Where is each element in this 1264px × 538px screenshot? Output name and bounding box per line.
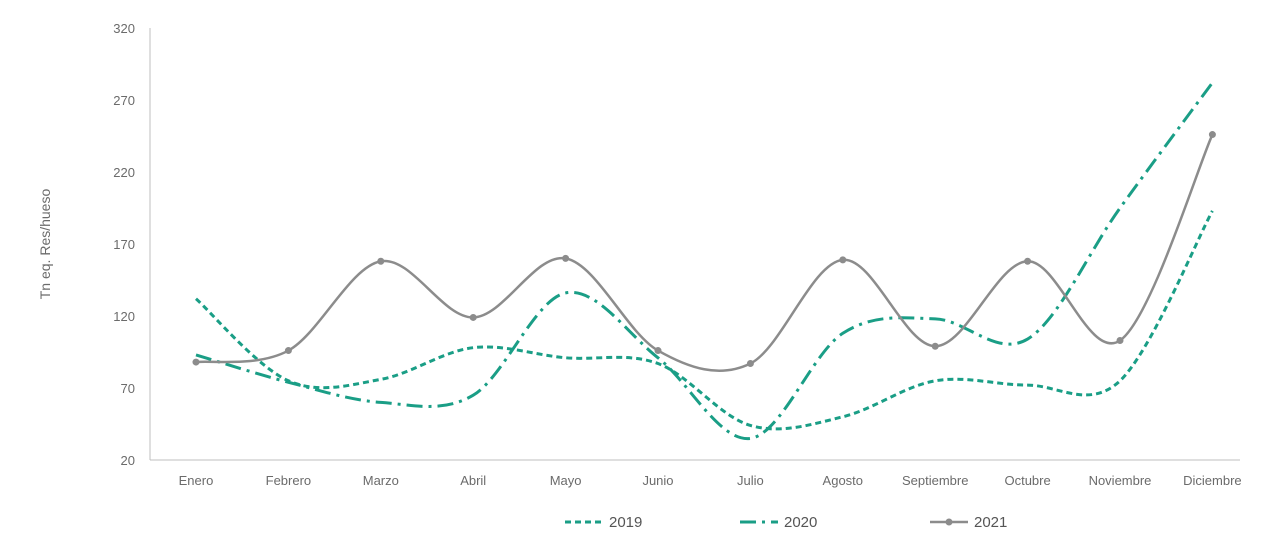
y-tick-label: 220 <box>113 165 135 180</box>
series-2021 <box>192 131 1216 372</box>
x-tick-label: Septiembre <box>902 473 968 488</box>
x-tick-label: Julio <box>737 473 764 488</box>
legend-item-2021: 2021 <box>930 514 1007 531</box>
y-tick-labels: 320 270 220 170 120 70 20 <box>113 21 135 468</box>
legend-item-2020: 2020 <box>740 514 817 531</box>
data-point <box>1208 131 1216 139</box>
y-tick-label: 270 <box>113 93 135 108</box>
y-tick-label: 70 <box>121 381 135 396</box>
data-point <box>654 347 662 355</box>
series-2020 <box>195 81 1214 440</box>
series-line-2020 <box>195 81 1214 440</box>
data-point <box>284 347 292 355</box>
legend-label: 2021 <box>974 514 1007 531</box>
y-tick-label: 170 <box>113 237 135 252</box>
data-point <box>931 342 939 350</box>
data-point <box>377 257 385 265</box>
legend-label: 2020 <box>784 514 817 531</box>
series-2019 <box>195 210 1214 431</box>
y-tick-label: 320 <box>113 21 135 36</box>
x-tick-label: Octubre <box>1004 473 1050 488</box>
y-tick-label: 20 <box>121 453 135 468</box>
data-point <box>1024 257 1032 265</box>
legend: 2019 2020 2021 <box>565 514 1007 531</box>
y-tick-label: 120 <box>113 309 135 324</box>
data-point <box>192 358 200 366</box>
series-line-2019 <box>195 210 1214 431</box>
x-tick-label: Marzo <box>363 473 399 488</box>
data-point <box>839 256 847 264</box>
x-tick-label: Febrero <box>266 473 312 488</box>
data-point <box>746 360 754 368</box>
legend-label: 2019 <box>609 514 642 531</box>
data-point <box>469 313 477 321</box>
x-tick-label: Noviembre <box>1089 473 1152 488</box>
y-axis: Tn eq. Res/hueso <box>37 28 151 460</box>
x-tick-label: Abril <box>460 473 486 488</box>
series-line-2021 <box>195 134 1214 372</box>
data-point <box>1116 336 1124 344</box>
x-tick-label: Diciembre <box>1183 473 1242 488</box>
series-group <box>192 81 1216 440</box>
x-tick-label: Mayo <box>550 473 582 488</box>
x-tick-label: Enero <box>179 473 214 488</box>
data-point <box>562 254 570 262</box>
x-tick-label: Agosto <box>823 473 863 488</box>
legend-marker <box>945 518 953 526</box>
legend-item-2019: 2019 <box>565 514 642 531</box>
x-tick-label: Junio <box>642 473 673 488</box>
y-axis-label: Tn eq. Res/hueso <box>37 189 53 300</box>
x-tick-labels: Enero Febrero Marzo Abril Mayo Junio Julio Agos… <box>179 473 1242 488</box>
